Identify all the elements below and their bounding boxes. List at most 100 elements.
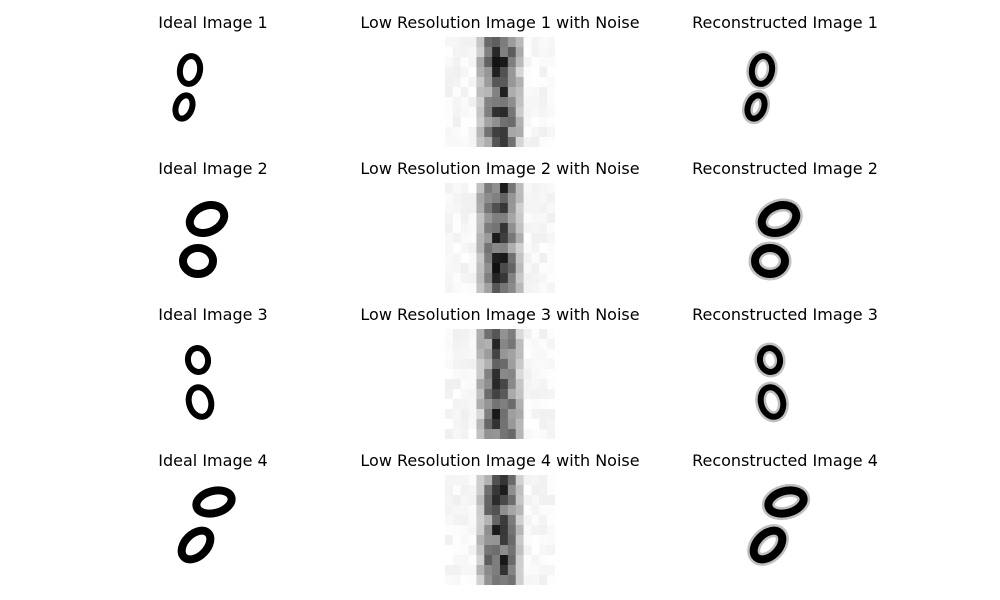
noise-pixel — [507, 495, 517, 506]
noise-pixel — [484, 555, 493, 566]
noise-pixel — [445, 535, 454, 546]
lowres-image-3-title: Low Resolution Image 3 with Noise — [360, 305, 640, 324]
noise-pixel — [515, 57, 525, 68]
noise-pixel — [460, 107, 470, 118]
digit-eight — [184, 345, 215, 420]
noise-pixel — [445, 273, 454, 284]
noise-pixel — [460, 253, 470, 264]
noise-pixel — [445, 339, 454, 350]
noise-pixel — [539, 203, 548, 214]
noise-pixel — [531, 379, 540, 390]
noise-pixel — [452, 213, 462, 224]
noise-pixel — [539, 117, 548, 128]
noise-pixel — [539, 87, 548, 98]
reconstructed-image-3 — [730, 329, 840, 439]
noise-pixel — [507, 137, 517, 147]
noise-pixel — [492, 575, 501, 585]
noise-pixel — [445, 515, 454, 526]
noise-pixel — [484, 525, 493, 536]
noise-pixel — [492, 369, 501, 380]
noise-pixel — [507, 575, 517, 585]
noise-pixel — [452, 107, 462, 118]
noise-pixel — [515, 203, 525, 214]
noise-pixel — [507, 369, 517, 380]
noise-pixel — [484, 223, 493, 234]
noise-pixel — [507, 97, 517, 108]
noise-pixel — [468, 233, 477, 244]
noise-pixel — [539, 339, 548, 350]
noise-pixel — [484, 263, 493, 274]
noise-pixel — [507, 193, 517, 204]
ideal-image-4-title: Ideal Image 4 — [158, 451, 268, 470]
noise-pixel — [484, 117, 493, 128]
noise-pixel — [452, 555, 462, 566]
noise-pixel — [476, 37, 485, 48]
noise-pixel — [500, 535, 509, 546]
noise-pixel — [484, 485, 493, 496]
noise-pixel — [523, 409, 532, 420]
noise-pixel — [452, 67, 462, 78]
noise-pixel — [515, 419, 525, 430]
noise-pixel — [445, 359, 454, 370]
noise-pixel — [460, 77, 470, 88]
noise-pixel — [460, 67, 470, 78]
noise-pixel — [507, 419, 517, 430]
noise-pixel — [484, 87, 493, 98]
noise-pixel — [539, 57, 548, 68]
noise-pixel — [452, 359, 462, 370]
noise-pixel — [476, 555, 485, 566]
noise-pixel — [531, 203, 540, 214]
noise-pixel — [452, 389, 462, 400]
noise-pixel — [476, 127, 485, 138]
noise-pixel — [476, 57, 485, 68]
noise-pixel — [523, 273, 532, 284]
image-background — [158, 329, 268, 439]
noise-pixel — [492, 137, 501, 147]
noise-pixel — [539, 349, 548, 360]
noise-pixel — [445, 505, 454, 516]
digit-stroke-top — [176, 53, 204, 87]
image-background — [730, 37, 840, 147]
reconstructed-image-2-title: Reconstructed Image 2 — [692, 159, 878, 178]
noise-pixel — [547, 193, 555, 204]
noise-pixel — [500, 495, 509, 506]
digit-eight — [172, 53, 204, 122]
noise-pixel — [445, 37, 454, 48]
noise-pixel — [476, 475, 485, 486]
noise-pixel — [452, 575, 462, 585]
ideal-image-2-title: Ideal Image 2 — [158, 159, 268, 178]
noise-pixel — [507, 107, 517, 118]
noise-pixel — [460, 369, 470, 380]
noise-pixel — [531, 329, 540, 340]
noise-pixel — [515, 137, 525, 147]
noise-pixel — [476, 213, 485, 224]
noise-pixel — [515, 213, 525, 224]
noise-pixel — [460, 117, 470, 128]
noise-pixel — [547, 47, 555, 58]
noise-pixel — [523, 389, 532, 400]
noise-pixel — [500, 97, 509, 108]
digit-stroke-bottom — [749, 526, 787, 564]
noise-pixel — [445, 429, 454, 439]
noise-pixel — [539, 37, 548, 48]
ideal-image-3-canvas — [158, 329, 268, 439]
noise-pixel — [547, 137, 555, 147]
noise-pixel — [539, 193, 548, 204]
noise-pixel — [539, 505, 548, 516]
noise-pixel — [500, 127, 509, 138]
noise-pixel — [492, 87, 501, 98]
noise-pixel — [476, 535, 485, 546]
noise-pixel — [476, 243, 485, 254]
noise-pixel — [531, 359, 540, 370]
noise-pixel — [531, 233, 540, 244]
noise-pixel — [484, 339, 493, 350]
noise-pixel — [507, 263, 517, 274]
noise-pixel — [523, 127, 532, 138]
noise-pixel — [531, 137, 540, 147]
noise-pixel — [445, 127, 454, 138]
reconstructed-image-1-title: Reconstructed Image 1 — [692, 13, 878, 32]
noise-pixel — [523, 193, 532, 204]
noise-pixel — [468, 379, 477, 390]
digit-eight — [741, 50, 778, 125]
noise-pixel — [492, 515, 501, 526]
